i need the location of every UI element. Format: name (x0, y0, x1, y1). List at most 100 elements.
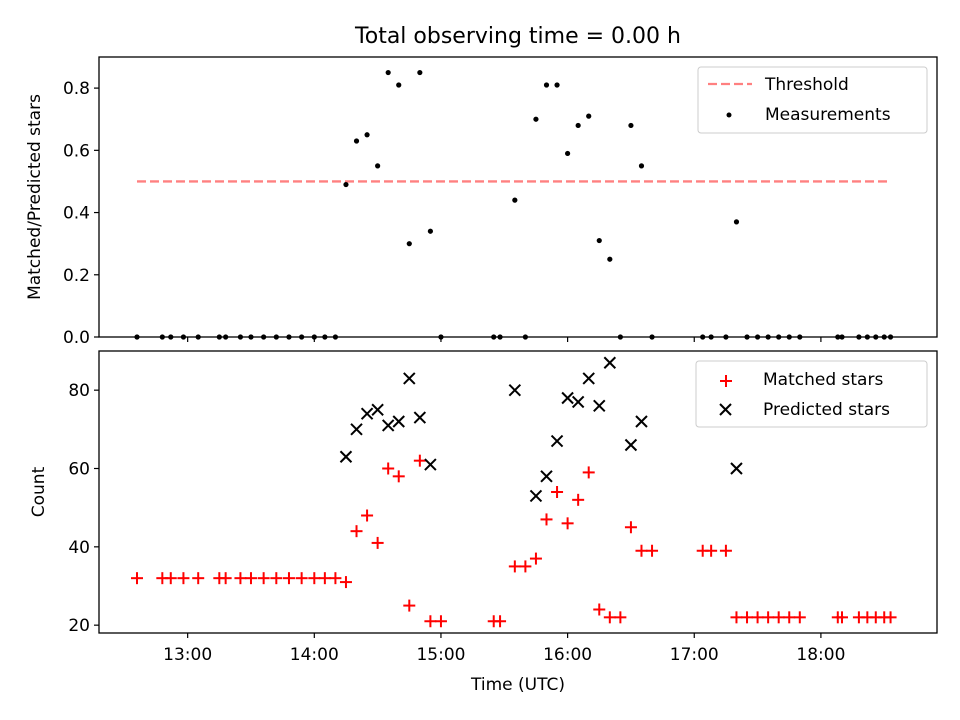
measurement-point (617, 334, 623, 340)
matched-stars-point (593, 603, 606, 616)
bottom-xtick-label: 15:00 (416, 645, 465, 665)
matched-stars-point (719, 544, 732, 557)
top-panel: Matched/Predicted stars 0.00.20.40.60.8 … (25, 56, 938, 348)
bottom-plot-frame (98, 350, 938, 634)
matched-stars-point (308, 572, 321, 585)
measurement-point (497, 334, 503, 340)
matched-stars-point (392, 470, 405, 483)
predicted-stars-point (360, 407, 374, 420)
threshold-legend-label: Threshold (764, 75, 849, 95)
bottom-panel: Count Time (UTC) 20 40 60 80 13:00 14:00 15:0… (29, 350, 938, 695)
matched-stars-point (434, 615, 447, 628)
bottom-ytick-label: 20 (68, 616, 90, 636)
measurement-point (881, 334, 887, 340)
measurement-point (873, 334, 879, 340)
measurement-point (797, 334, 803, 340)
measurements-legend-label: Measurements (765, 105, 891, 125)
measurements-layer (134, 69, 894, 340)
bottom-ytick-label: 40 (68, 538, 90, 558)
predicted-stars-point (571, 395, 585, 409)
bottom-x-axis: 13:00 14:00 15:00 16:00 17:00 18:00 (163, 633, 845, 665)
predicted-stars-legend-label: Predicted stars (763, 400, 890, 420)
measurement-point (311, 334, 317, 340)
measurement-point (332, 334, 339, 340)
matched-stars-point (234, 572, 247, 585)
matched-stars-point (614, 611, 627, 624)
predicted-stars-legend-icon (719, 403, 732, 416)
measurement-point (543, 82, 550, 88)
matched-stars-point (762, 611, 775, 624)
measurement-point (533, 116, 539, 122)
matched-stars-point (130, 572, 143, 585)
matched-stars-point (836, 611, 849, 624)
predicted-stars-point (624, 438, 638, 452)
measurement-point (195, 334, 201, 340)
matched-stars-point (270, 572, 283, 585)
predicted-stars-point (381, 419, 395, 432)
measurement-point (438, 334, 444, 340)
matched-stars-point (793, 611, 806, 624)
top-plot-frame (98, 56, 938, 338)
measurement-point (417, 69, 423, 76)
measurement-point (427, 228, 434, 234)
matched-stars-point (257, 572, 270, 585)
top-legend-frame (697, 66, 928, 134)
predicted-stars-point (350, 423, 363, 436)
measurement-point (607, 256, 613, 262)
predicted-stars-point (529, 489, 543, 503)
bottom-xtick-label: 13:00 (163, 645, 212, 665)
measurement-point (237, 334, 244, 340)
measurement-point (864, 334, 870, 340)
measurement-point (638, 163, 645, 169)
measurement-point (261, 334, 267, 340)
measurement-point (596, 237, 602, 244)
predicted-stars-point (635, 415, 648, 428)
predicted-stars-point (508, 383, 522, 397)
matched-stars-point (635, 544, 648, 557)
bottom-xtick-label: 17:00 (670, 645, 719, 665)
measurement-point (839, 334, 845, 340)
predicted-stars-point (403, 372, 416, 385)
measurement-point (586, 113, 592, 119)
matched-stars-point (572, 493, 585, 506)
measurement-point (159, 334, 165, 340)
measurement-point (406, 241, 412, 247)
bottom-xtick-label: 18:00 (796, 645, 845, 665)
matched-stars-point (403, 599, 416, 612)
bottom-y-axis: 20 40 60 80 (68, 381, 99, 636)
matched-stars-point (192, 572, 205, 585)
matched-stars-point (741, 611, 754, 624)
predicted-stars-point (603, 356, 617, 369)
measurement-point (299, 334, 305, 340)
matched-stars-layer (130, 454, 897, 628)
bottom-xtick-label: 14:00 (290, 645, 339, 665)
matched-stars-point (730, 611, 743, 624)
top-legend: Threshold Measurements (697, 66, 928, 134)
measurement-point (744, 334, 750, 340)
matched-stars-point (244, 572, 257, 585)
measurement-point (708, 334, 714, 340)
predicted-stars-point (424, 458, 437, 471)
measurement-point (723, 334, 729, 340)
measurement-point (575, 122, 581, 129)
measurement-point (754, 334, 761, 340)
matched-stars-point (350, 525, 363, 538)
predicted-stars-point (593, 399, 606, 413)
bottom-xtick-label: 16:00 (543, 645, 592, 665)
figure-title: Total observing time = 0.00 h (354, 24, 681, 49)
measurement-point (248, 334, 254, 340)
matched-stars-legend-label: Matched stars (763, 370, 883, 390)
matched-stars-point (884, 611, 897, 624)
measurement-point (786, 334, 792, 340)
measurement-point (343, 181, 349, 188)
measurement-point (700, 334, 706, 340)
bottom-xlabel: Time (UTC) (470, 675, 565, 695)
bottom-legend-frame (695, 360, 928, 428)
measurement-point (216, 334, 222, 340)
measurement-point (765, 334, 771, 340)
measurement-point (649, 334, 655, 340)
top-y-axis: 0.0 0.2 0.4 0.6 0.8 (63, 79, 99, 348)
bottom-ytick-label: 80 (68, 381, 90, 401)
matched-stars-point (508, 560, 521, 573)
